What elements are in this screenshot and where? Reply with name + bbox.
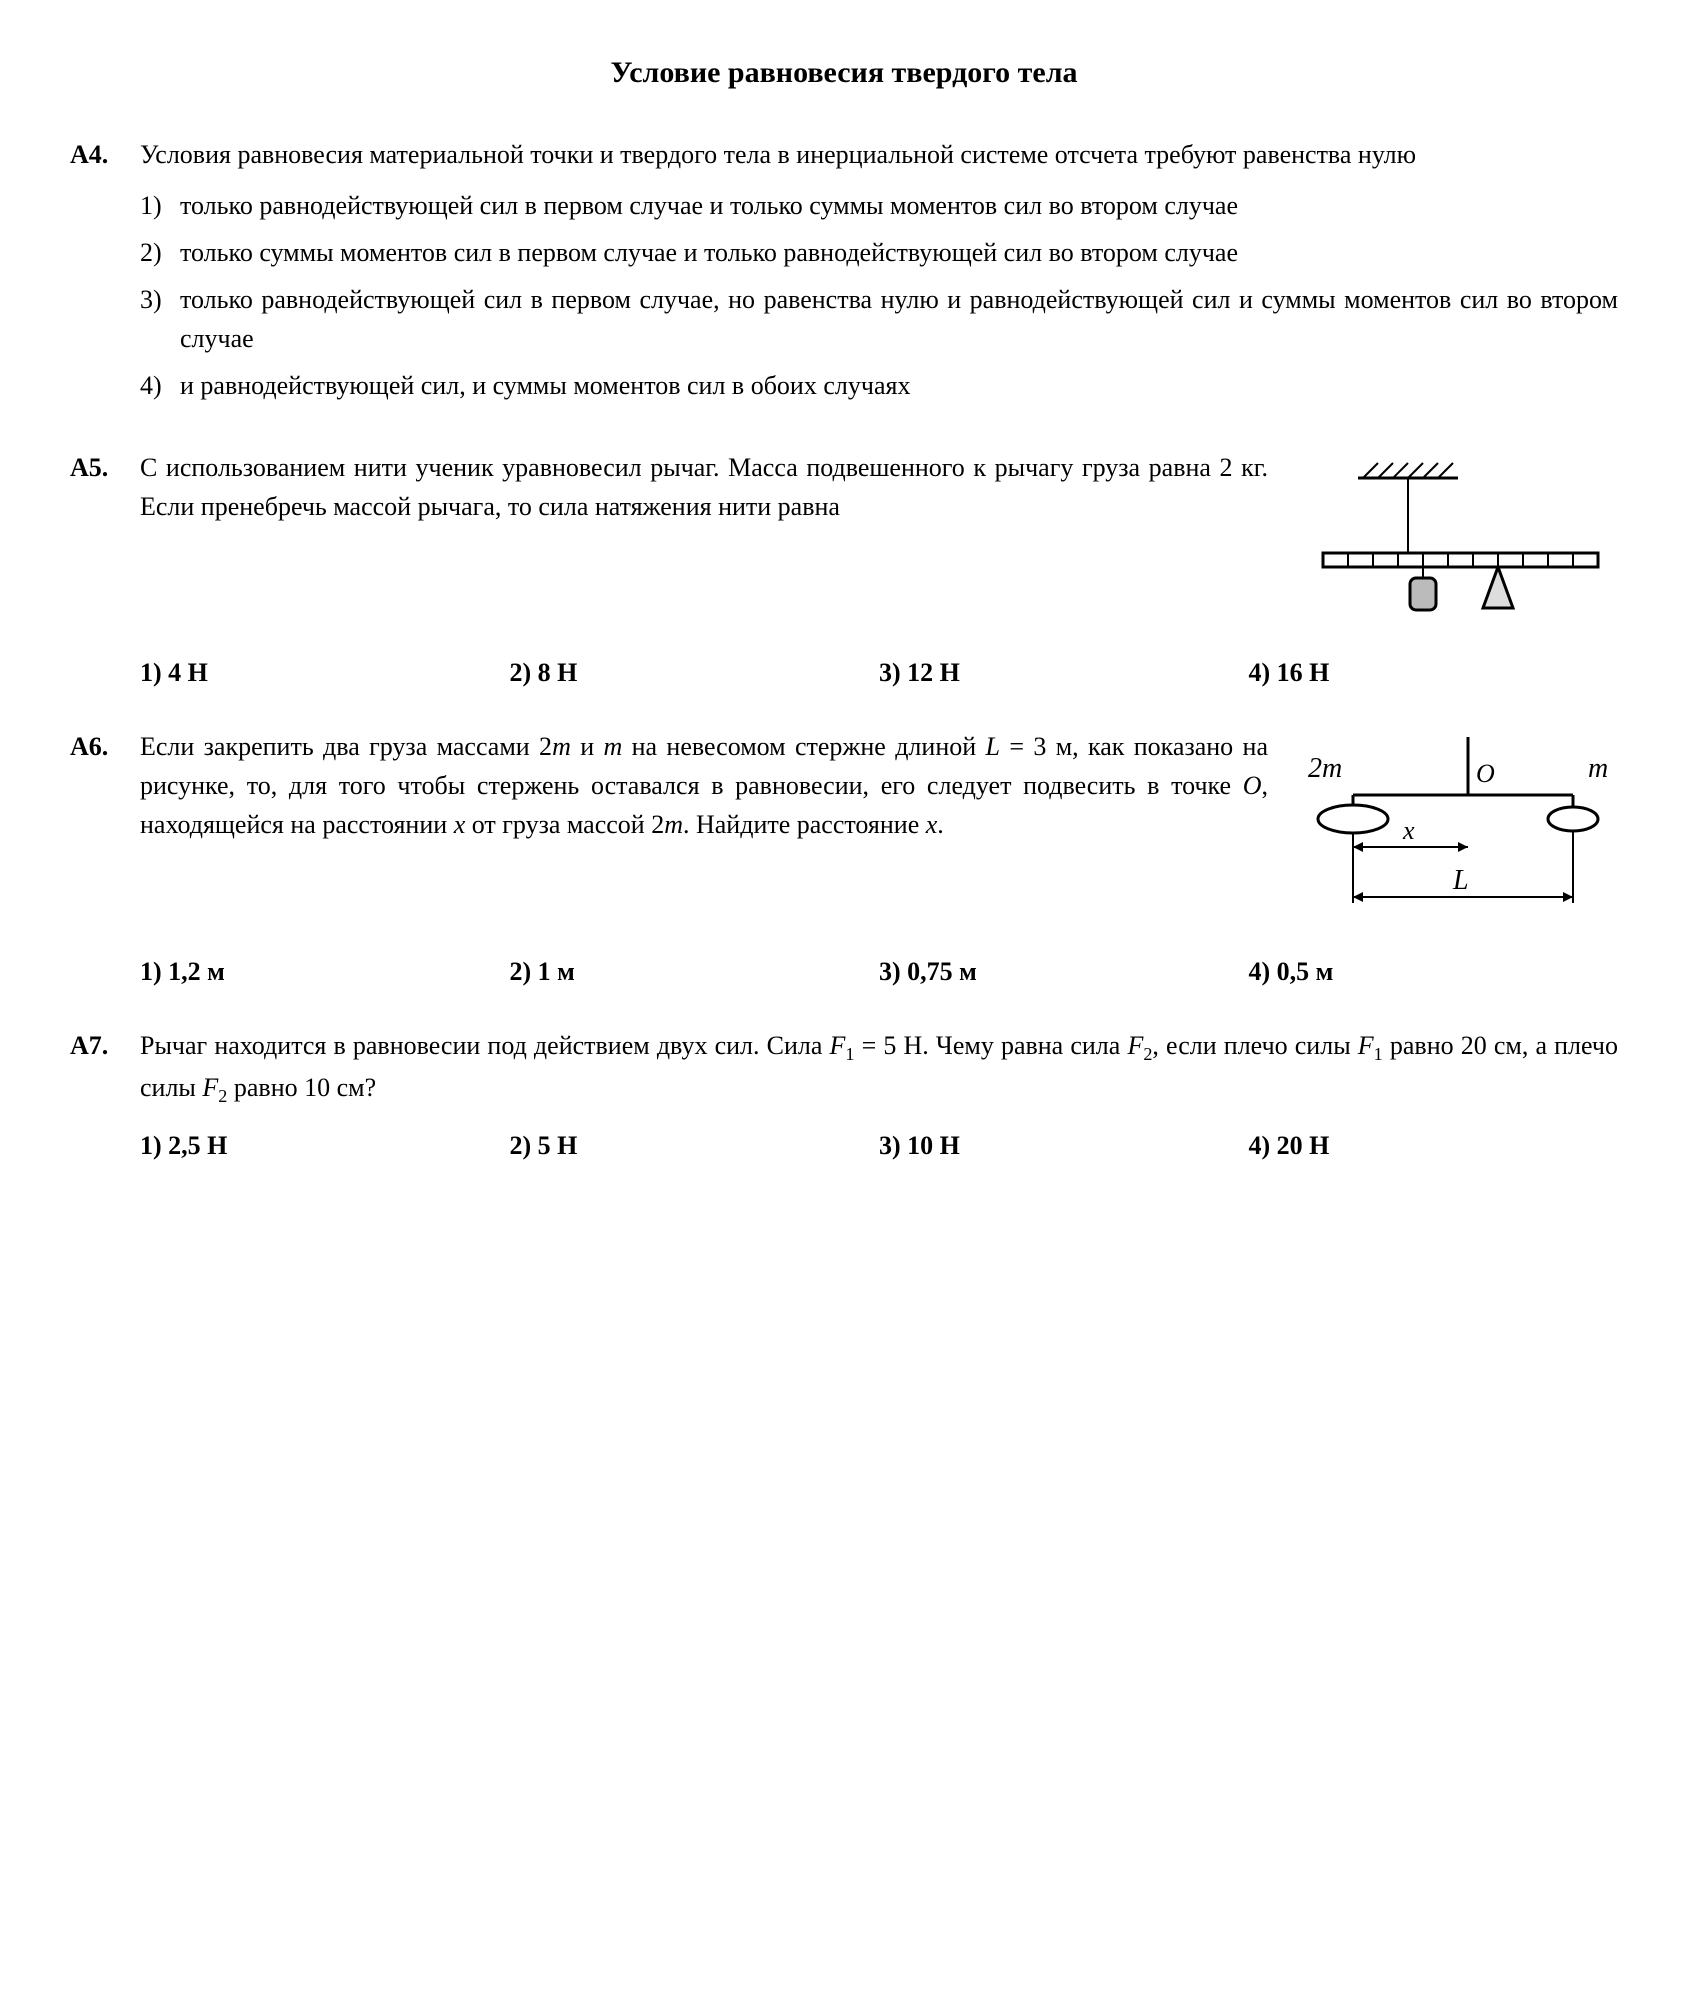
options-row: 1) 4 Н 2) 8 Н 3) 12 Н 4) 16 Н	[140, 653, 1618, 692]
opt-num: 3)	[879, 1131, 901, 1160]
q-label: А7.	[70, 1026, 140, 1065]
question-a7: А7. Рычаг находится в равновесии под дей…	[70, 1026, 1618, 1165]
q-label: А5.	[70, 448, 140, 487]
opt-text: 12 Н	[907, 658, 960, 687]
svg-text:L: L	[1452, 865, 1469, 896]
option: 3) 10 Н	[879, 1126, 1249, 1165]
option: 4) 20 Н	[1249, 1126, 1619, 1165]
opt-text: 0,75 м	[907, 957, 977, 986]
svg-text:2m: 2m	[1308, 753, 1342, 784]
opt-text: 0,5 м	[1277, 957, 1334, 986]
opt-text: и равнодействующей сил, и суммы моментов…	[180, 366, 910, 405]
opt-num: 3)	[879, 957, 901, 986]
opt-num: 3)	[879, 658, 901, 687]
opt-num: 1)	[140, 1131, 162, 1160]
q-stem: Условия равновесия материальной точки и …	[140, 135, 1618, 174]
option: 3)только равнодействующей сил в первом с…	[140, 280, 1618, 358]
opt-num: 1)	[140, 957, 162, 986]
opt-num: 2)	[510, 658, 532, 687]
option: 2) 8 Н	[510, 653, 880, 692]
opt-text: только суммы моментов сил в первом случа…	[180, 233, 1238, 272]
opt-num: 1)	[140, 658, 162, 687]
q-stem: Рычаг находится в равновесии под действи…	[140, 1026, 1618, 1111]
opt-text: 4 Н	[168, 658, 208, 687]
opt-text: 10 Н	[907, 1131, 960, 1160]
option: 2) 5 Н	[510, 1126, 880, 1165]
option: 4)и равнодействующей сил, и суммы момент…	[140, 366, 1618, 405]
opt-num: 4)	[1249, 957, 1271, 986]
option: 2) 1 м	[510, 952, 880, 991]
q-label: А4.	[70, 135, 140, 174]
figure-a6: 2m m O x L	[1298, 727, 1618, 937]
q-label: А6.	[70, 727, 140, 766]
opt-text: 5 Н	[538, 1131, 578, 1160]
q-stem: С использованием нити ученик уравновесил…	[140, 448, 1268, 526]
question-a4: А4. Условия равновесия материальной точк…	[70, 135, 1618, 413]
opt-text: 1 м	[538, 957, 575, 986]
opt-num: 4)	[1249, 1131, 1271, 1160]
lever-diagram-icon	[1308, 458, 1608, 638]
opt-num: 1)	[140, 186, 180, 225]
option: 4) 16 Н	[1249, 653, 1619, 692]
page-title: Условие равновесия твердого тела	[70, 50, 1618, 95]
opt-text: 16 Н	[1277, 658, 1330, 687]
option: 3) 0,75 м	[879, 952, 1249, 991]
svg-text:m: m	[1588, 753, 1608, 784]
question-a6: А6. Если закрепить два груза массами 2m …	[70, 727, 1618, 991]
svg-text:O: O	[1476, 759, 1495, 788]
opt-text: только равнодействующей сил в первом слу…	[180, 280, 1618, 358]
opt-num: 2)	[140, 233, 180, 272]
opt-num: 4)	[140, 366, 180, 405]
opt-num: 4)	[1249, 658, 1271, 687]
rod-weights-diagram-icon: 2m m O x L	[1298, 737, 1618, 937]
option: 2)только суммы моментов сил в первом слу…	[140, 233, 1618, 272]
question-a5: А5. С использованием нити ученик уравнов…	[70, 448, 1618, 692]
opt-num: 2)	[510, 957, 532, 986]
options-row: 1) 1,2 м 2) 1 м 3) 0,75 м 4) 0,5 м	[140, 952, 1618, 991]
option: 1) 2,5 Н	[140, 1126, 510, 1165]
option: 1)только равнодействующей сил в первом с…	[140, 186, 1618, 225]
option: 3) 12 Н	[879, 653, 1249, 692]
opt-text: 2,5 Н	[168, 1131, 227, 1160]
svg-text:x: x	[1402, 816, 1415, 845]
option: 1) 1,2 м	[140, 952, 510, 991]
opt-text: 1,2 м	[168, 957, 225, 986]
q-stem: Если закрепить два груза массами 2m и m …	[140, 727, 1268, 844]
opt-num: 2)	[510, 1131, 532, 1160]
opt-text: 8 Н	[538, 658, 578, 687]
opt-text: только равнодействующей сил в первом слу…	[180, 186, 1238, 225]
option: 1) 4 Н	[140, 653, 510, 692]
opt-num: 3)	[140, 280, 180, 358]
option: 4) 0,5 м	[1249, 952, 1619, 991]
options-list: 1)только равнодействующей сил в первом с…	[140, 186, 1618, 405]
options-row: 1) 2,5 Н 2) 5 Н 3) 10 Н 4) 20 Н	[140, 1126, 1618, 1165]
figure-a5	[1298, 448, 1618, 638]
opt-text: 20 Н	[1277, 1131, 1330, 1160]
